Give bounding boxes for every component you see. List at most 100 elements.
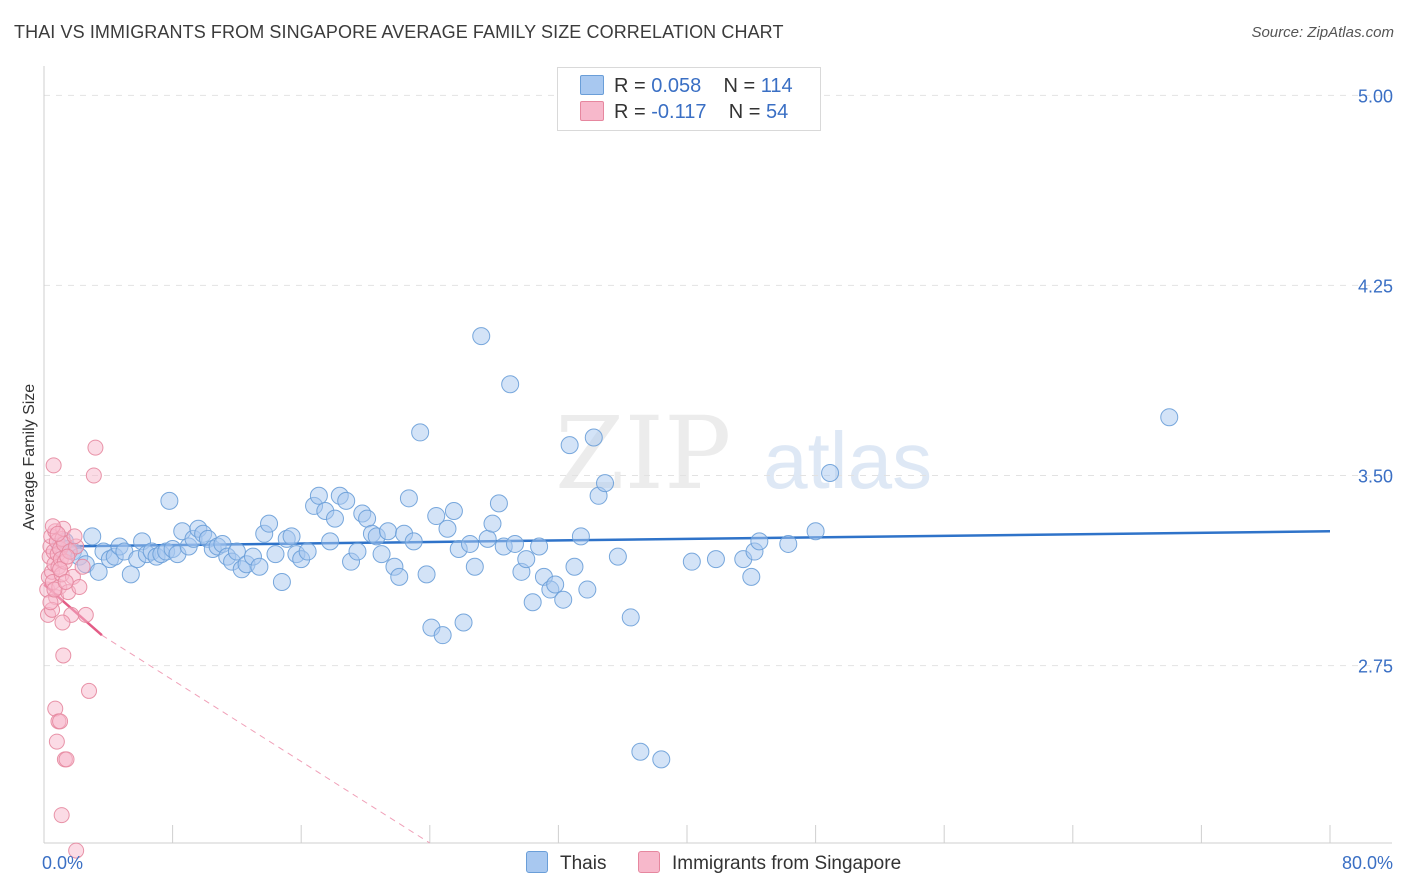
- point-thais: [427, 507, 446, 526]
- point-thais: [596, 474, 615, 493]
- point-singapore: [81, 682, 98, 699]
- point-thais: [460, 534, 479, 553]
- point-singapore: [48, 733, 65, 750]
- series-legend-thais: Thais: [526, 851, 606, 875]
- point-thais: [266, 545, 285, 564]
- series-name-singapore: Immigrants from Singapore: [672, 853, 902, 874]
- point-thais: [571, 527, 590, 546]
- legend-r-value: -0.117: [651, 101, 707, 123]
- point-thais: [89, 562, 108, 581]
- point-singapore: [66, 528, 83, 545]
- point-thais: [325, 509, 344, 528]
- point-thais: [631, 742, 650, 761]
- series-name-thais: Thais: [560, 853, 607, 874]
- legend-n-label: N =: [723, 75, 756, 97]
- chart-title: THAI VS IMMIGRANTS FROM SINGAPORE AVERAG…: [14, 22, 784, 42]
- point-thais: [478, 529, 497, 548]
- point-thais: [517, 550, 536, 569]
- legend-n-value: 54: [765, 101, 789, 123]
- point-thais: [750, 532, 769, 551]
- point-singapore: [46, 581, 63, 598]
- y-tick-label: 2.75: [1358, 657, 1393, 677]
- point-thais: [621, 608, 640, 627]
- point-thais: [121, 565, 140, 584]
- point-singapore: [71, 579, 88, 596]
- point-singapore: [59, 548, 76, 565]
- x-tick-label: 0.0%: [42, 853, 83, 873]
- point-thais: [348, 542, 367, 561]
- watermark: ZIP atlas: [555, 395, 932, 512]
- legend-r-label: R =: [614, 75, 646, 97]
- legend-row-thais: R = 0.058 N = 114: [580, 75, 793, 99]
- point-thais: [501, 375, 520, 394]
- point-singapore: [54, 614, 71, 631]
- legend-r-label: R =: [614, 101, 646, 123]
- point-singapore: [53, 807, 70, 824]
- point-singapore: [74, 558, 91, 575]
- legend-n-label: N =: [728, 101, 761, 123]
- correlation-legend: R = 0.058 N = 114 R = -0.117 N = 54: [557, 67, 821, 131]
- point-singapore: [85, 467, 102, 484]
- series-swatch-singapore: [638, 851, 660, 873]
- point-thais: [505, 534, 524, 553]
- point-thais: [433, 626, 452, 645]
- point-thais: [417, 565, 436, 584]
- point-thais: [444, 501, 463, 520]
- point-thais: [298, 542, 317, 561]
- point-thais: [390, 567, 409, 586]
- y-tick-label: 3.50: [1358, 467, 1393, 487]
- point-thais: [821, 463, 840, 482]
- point-thais: [652, 750, 671, 769]
- point-thais: [438, 519, 457, 538]
- point-thais: [523, 593, 542, 612]
- point-thais: [260, 514, 279, 533]
- point-thais: [272, 572, 291, 591]
- point-thais: [578, 580, 597, 599]
- axis-labels: 2.75 3.50 4.25 5.00 0.0% 80.0% Average Family …: [21, 86, 1393, 873]
- point-thais: [411, 423, 430, 442]
- watermark-atlas: atlas: [763, 416, 933, 505]
- point-thais: [372, 545, 391, 564]
- point-thais: [779, 534, 798, 553]
- legend-swatch-thais: [580, 75, 604, 95]
- point-singapore: [49, 525, 66, 542]
- series-legend-singapore: Immigrants from Singapore: [638, 851, 901, 875]
- point-thais: [742, 567, 761, 586]
- point-singapore: [57, 573, 74, 590]
- point-singapore: [45, 457, 62, 474]
- series-swatch-thais: [526, 851, 548, 873]
- trend-line-0: [53, 530, 1331, 548]
- point-thais: [706, 550, 725, 569]
- legend-row-singapore: R = -0.117 N = 54: [580, 101, 788, 125]
- y-axis-label: Average Family Size: [21, 384, 38, 531]
- legend-r-value: 0.058: [651, 75, 702, 97]
- point-singapore: [52, 713, 69, 730]
- point-thais: [554, 590, 573, 609]
- point-thais: [379, 522, 398, 541]
- gridlines: [44, 94, 1392, 667]
- point-thais: [483, 514, 502, 533]
- point-thais: [404, 532, 423, 551]
- point-thais: [806, 522, 825, 541]
- point-thais: [454, 613, 473, 632]
- point-thais: [250, 557, 269, 576]
- point-thais: [358, 509, 377, 528]
- point-singapore: [77, 606, 94, 623]
- y-tick-label: 4.25: [1358, 276, 1393, 296]
- point-thais: [399, 489, 418, 508]
- legend-n-value: 114: [760, 75, 793, 97]
- point-thais: [321, 532, 340, 551]
- data-points: [39, 327, 1179, 859]
- point-thais: [560, 436, 579, 455]
- point-thais: [472, 327, 491, 346]
- point-singapore: [68, 842, 85, 859]
- point-singapore: [58, 751, 75, 768]
- point-singapore: [55, 647, 72, 664]
- point-thais: [1160, 408, 1179, 427]
- point-thais: [584, 428, 603, 447]
- point-thais: [682, 552, 701, 571]
- series-points-0: [51, 327, 1179, 769]
- point-thais: [489, 494, 508, 513]
- point-singapore: [87, 439, 104, 456]
